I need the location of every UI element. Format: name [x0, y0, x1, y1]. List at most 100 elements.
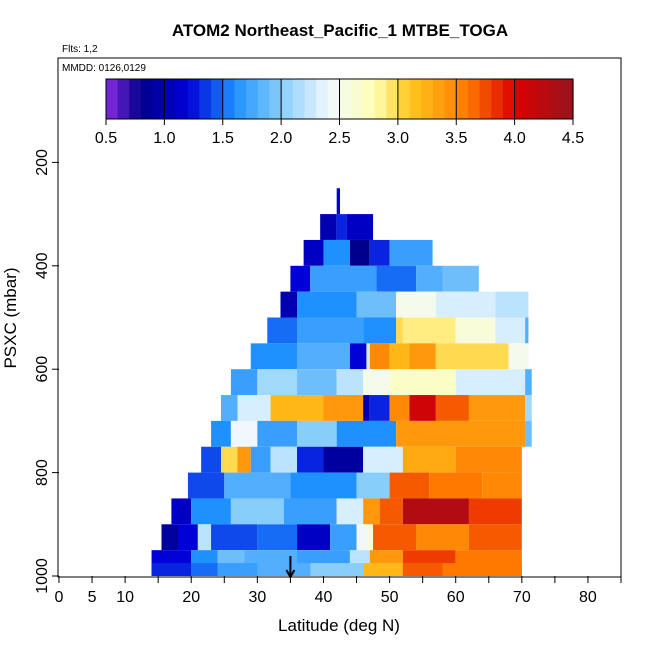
data-cell — [525, 317, 529, 344]
data-cell — [363, 369, 390, 396]
colorbar-swatch — [479, 79, 492, 119]
data-cell — [178, 524, 198, 551]
data-cell — [303, 239, 324, 266]
colorbar-swatch — [304, 79, 317, 119]
data-cell — [455, 369, 526, 396]
data-cell — [187, 472, 225, 499]
colorbar-tick-label: 3.0 — [387, 130, 409, 147]
data-cell — [250, 343, 298, 370]
colorbar-swatch — [432, 79, 446, 119]
data-cell — [366, 524, 374, 551]
data-cell — [323, 239, 350, 266]
data-cell — [151, 563, 192, 576]
x-tick-label: 20 — [182, 589, 200, 606]
data-cell — [409, 343, 436, 370]
data-cell — [257, 369, 298, 396]
x-axis-label: Latitude (deg N) — [278, 616, 400, 635]
data-cell — [389, 395, 410, 421]
flights-label: Flts: 1,2 — [62, 44, 98, 55]
data-cell — [257, 524, 298, 551]
colorbar-swatch — [421, 79, 434, 119]
colorbar-swatch — [246, 79, 259, 119]
colorbar-swatch — [292, 79, 306, 119]
x-tick-label: 50 — [381, 589, 399, 606]
data-cell — [442, 265, 479, 292]
data-cell — [363, 446, 403, 473]
data-cell — [455, 446, 522, 473]
data-cell — [508, 343, 529, 370]
data-cell — [468, 498, 522, 525]
y-axis-label: PSXC (mbar) — [1, 267, 20, 368]
data-cell — [220, 395, 238, 421]
data-cell — [363, 317, 397, 344]
x-tick-label: 80 — [579, 589, 597, 606]
data-cell — [495, 291, 529, 318]
data-cell — [230, 498, 284, 525]
x-tick-label: 40 — [315, 589, 333, 606]
data-cell — [323, 446, 364, 473]
colorbar-swatch — [537, 79, 551, 119]
data-cell — [230, 420, 258, 447]
data-cell — [161, 524, 179, 551]
y-tick-label: 200 — [34, 149, 51, 176]
colorbar: 0.5 1.0 1.5 2.0 2.5 3.0 3.5 4.0 4.5 — [95, 78, 584, 147]
data-cell — [369, 343, 390, 370]
x-tick-label: 30 — [248, 589, 266, 606]
data-cell — [349, 239, 370, 266]
data-cell — [349, 343, 367, 370]
data-cell — [366, 343, 370, 370]
data-cell — [468, 395, 526, 421]
data-cell — [211, 420, 231, 447]
data-cell — [369, 395, 390, 421]
data-cell — [237, 446, 251, 473]
data-cell — [283, 498, 337, 525]
colorbar-swatch — [362, 79, 376, 119]
data-cell — [379, 498, 403, 525]
colorbar-tick-label: 1.5 — [212, 130, 234, 147]
colorbar-swatch — [456, 79, 469, 119]
data-bands — [151, 188, 532, 580]
colorbar-swatch — [409, 79, 422, 119]
colorbar-swatch — [549, 79, 562, 119]
data-cell — [224, 472, 291, 499]
axes: 0 5 10 20 30 40 50 60 70 80 200 400 600 800 1000 — [34, 149, 622, 606]
data-cell — [310, 563, 364, 576]
colorbar-swatch — [526, 79, 539, 119]
data-cell — [389, 239, 433, 266]
colorbar-tick-label: 0.5 — [95, 130, 117, 147]
data-cell — [402, 317, 456, 344]
colorbar-swatch — [211, 79, 224, 119]
data-cell — [310, 265, 377, 292]
data-cell — [402, 498, 469, 525]
data-cell — [297, 524, 331, 551]
data-cell — [330, 524, 357, 551]
data-cell — [297, 291, 357, 318]
data-cell — [191, 498, 231, 525]
data-cell — [525, 369, 532, 396]
data-cell — [257, 420, 298, 447]
colorbar-swatch — [491, 79, 504, 119]
data-cell — [455, 317, 496, 344]
colorbar-swatch — [351, 79, 364, 119]
data-cell — [369, 239, 390, 266]
chart-title: ATOM2 Northeast_Pacific_1 MTBE_TOGA — [172, 21, 508, 40]
colorbar-swatch — [397, 79, 411, 119]
colorbar-swatch — [187, 79, 200, 119]
colorbar-tick-label: 3.5 — [445, 130, 467, 147]
data-cell — [250, 446, 271, 473]
data-cell — [373, 524, 417, 551]
data-cell — [270, 446, 298, 473]
data-cell — [280, 291, 298, 318]
data-cell — [230, 369, 258, 396]
data-cell — [396, 291, 436, 318]
colorbar-swatch — [339, 79, 352, 119]
y-tick-label: 800 — [34, 459, 51, 486]
data-cell — [363, 498, 380, 525]
colorbar-swatch — [467, 79, 481, 119]
colorbar-swatch — [502, 79, 516, 119]
data-cell — [389, 343, 410, 370]
data-cell — [211, 524, 258, 551]
data-cell — [525, 395, 532, 421]
data-cell — [482, 472, 522, 499]
